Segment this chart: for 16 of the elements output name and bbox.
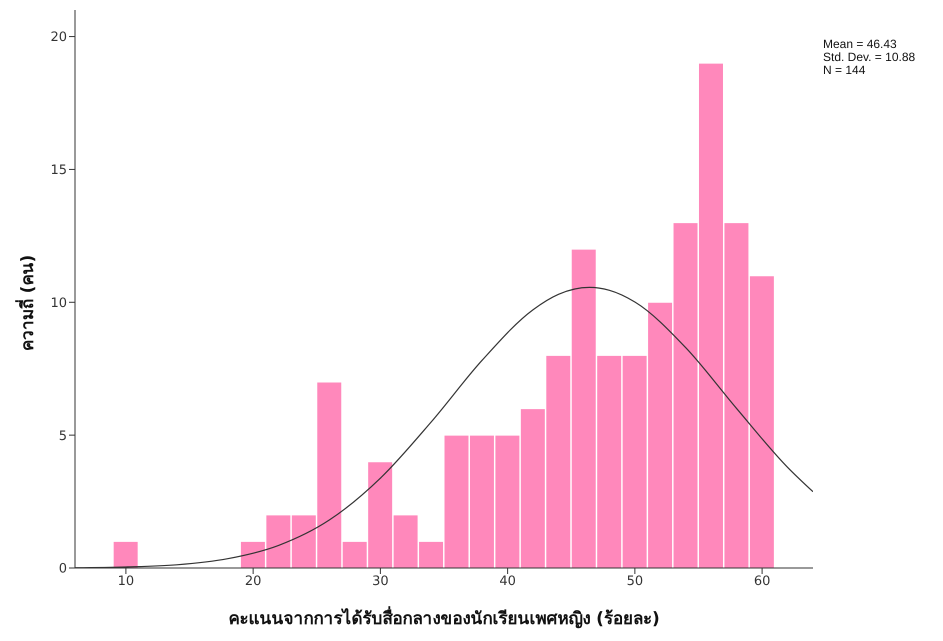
x-tick-label: 20: [244, 574, 262, 590]
y-tick-label: 15: [50, 163, 67, 178]
x-tick-label: 60: [754, 574, 770, 590]
text: Std. Dev. = 10.88: [823, 50, 916, 64]
x-tick-label: 40: [499, 574, 516, 590]
x-tick-label: 10: [118, 574, 134, 590]
text: Mean = 46.43: [823, 37, 898, 51]
x-axis-title: คะแนนจากการได้รับสื่อกลางของนักเรียนเพศหญิง (ร้อยละ): [227, 606, 661, 631]
y-tick-label: 0: [58, 562, 67, 577]
y-tick-label: 10: [50, 296, 67, 311]
text: N = 144: [823, 63, 866, 77]
x-tick-label: 30: [372, 574, 389, 590]
x-tick-label: 50: [626, 574, 644, 590]
y-tick-label: 5: [58, 428, 67, 444]
y-axis-title: ความถี่ (คน): [14, 254, 39, 354]
y-tick-label: 20: [50, 30, 67, 46]
